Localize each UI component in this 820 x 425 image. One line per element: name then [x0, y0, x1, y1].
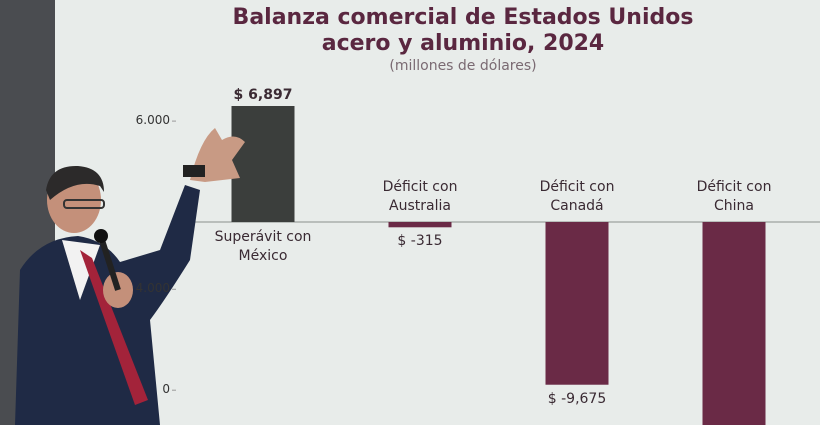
category-label: Déficit con China: [696, 179, 772, 214]
chart-subtitle: (millones de dólares): [389, 58, 537, 74]
y-tick-label: 0: [162, 382, 170, 397]
bar: [231, 106, 295, 223]
chart-title: acero y aluminio, 2024: [321, 31, 605, 56]
y-tick-label: 4.000: [135, 281, 170, 296]
bar: [545, 222, 609, 385]
value-label: $ -315: [397, 233, 443, 250]
category-label: Déficit con Canadá: [539, 179, 615, 214]
category-label: Superávit con México: [214, 229, 312, 264]
bar: [702, 222, 766, 425]
chart-title: Balanza comercial de Estados Unidos: [232, 5, 694, 30]
category-label: Déficit con Australia: [382, 179, 458, 214]
value-label: $ 6,897: [233, 87, 293, 103]
bar: [388, 222, 452, 228]
presenter: [15, 128, 245, 425]
y-tick-label: 6.000: [135, 113, 170, 128]
value-label: $ -9,675: [547, 390, 607, 407]
